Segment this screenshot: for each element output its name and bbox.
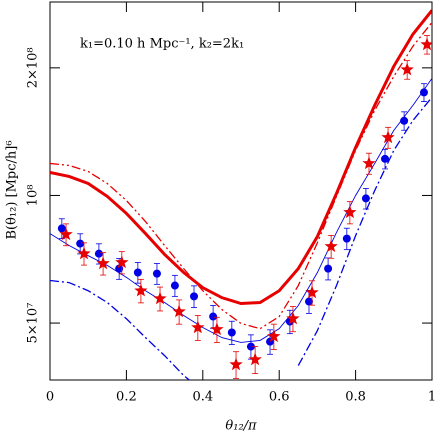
point [381, 154, 390, 163]
star-point [172, 304, 186, 318]
x-tick-label: 0.6 [269, 390, 290, 405]
star-point [286, 311, 300, 325]
point [133, 268, 142, 277]
point [94, 249, 103, 258]
point [400, 116, 409, 125]
star-point [420, 37, 432, 51]
x-tick-label: 0.4 [192, 390, 213, 405]
star-point [153, 291, 167, 305]
point [190, 292, 199, 301]
star-point [191, 320, 205, 334]
star-point [115, 255, 129, 269]
star-point [134, 283, 148, 297]
point [76, 239, 85, 248]
x-tick-label: 0.8 [345, 390, 366, 405]
point [115, 264, 124, 273]
curve [50, 21, 432, 330]
star-point [59, 227, 73, 241]
point [246, 342, 255, 351]
x-axis-label: θ₁₂/π [225, 419, 257, 434]
star-point [267, 329, 281, 343]
curve [50, 96, 432, 380]
x-tick-label: 0.2 [116, 390, 137, 405]
star-point [210, 322, 224, 336]
point [419, 88, 428, 97]
curve [50, 9, 432, 306]
y-tick-label: 5×10⁷ [26, 303, 41, 344]
point [152, 269, 161, 278]
star-point [305, 285, 319, 299]
point [209, 312, 218, 321]
star-point [343, 205, 357, 219]
plot-area [50, 9, 432, 380]
y-tick-label: 10⁸ [26, 185, 41, 207]
x-tick-label: 0 [46, 390, 54, 405]
x-tick-label: 1 [428, 390, 436, 405]
star-point [324, 239, 338, 253]
star-point [77, 246, 91, 260]
point [170, 281, 179, 290]
plot-frame [49, 1, 433, 381]
point [304, 297, 313, 306]
star-point [229, 357, 243, 371]
point [324, 264, 333, 273]
point [57, 224, 66, 233]
point [361, 194, 370, 203]
y-axis-label: B(θ₁₂) [Mpc/h]⁶ [5, 140, 20, 239]
point [342, 234, 351, 243]
y-tick-label: 2×10⁸ [26, 47, 41, 88]
star-point [362, 156, 376, 170]
point [227, 328, 236, 337]
star-point [400, 62, 414, 76]
star-point [381, 130, 395, 144]
star-point [96, 256, 110, 270]
star-point [248, 352, 262, 366]
annotation: k₁=0.10 h Mpc⁻¹, k₂=2k₁ [80, 37, 244, 52]
